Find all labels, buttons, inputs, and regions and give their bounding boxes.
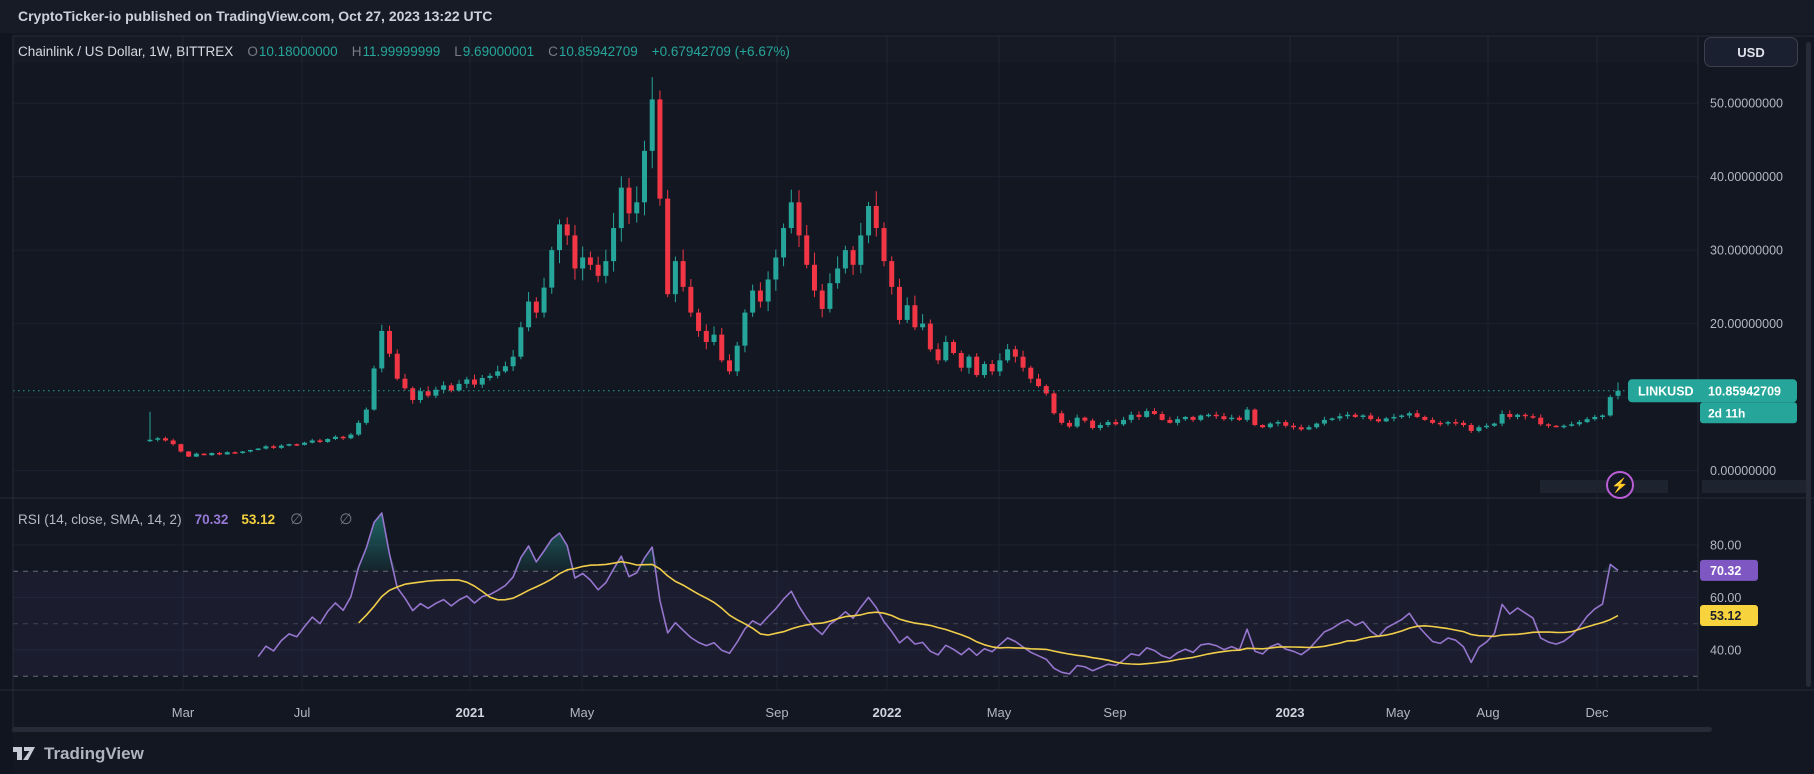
time-scale-label: 2021 xyxy=(456,705,485,720)
time-scale-label: Mar xyxy=(172,705,195,720)
ohlc-open: O 10.18000000 xyxy=(247,43,338,59)
time-scale-label: 2023 xyxy=(1276,705,1305,720)
rsi-scale-label: 60.00 xyxy=(1710,591,1741,605)
time-scale-label: May xyxy=(570,705,595,720)
time-scale-label: Aug xyxy=(1476,705,1499,720)
time-scale-label: May xyxy=(987,705,1012,720)
badge-price: 10.85942709 xyxy=(1708,384,1781,398)
symbol-title[interactable]: Chainlink / US Dollar, 1W, BITTREX xyxy=(18,43,234,59)
rsi-line xyxy=(257,512,1619,675)
pane-separator-strip-left[interactable] xyxy=(1540,480,1668,493)
badge-countdown: 2d 11h xyxy=(1708,406,1745,420)
price-scale[interactable]: 50.00000000 40.00000000 30.00000000 20.0000… xyxy=(1710,97,1783,479)
rsi-value-badges: 70.32 53.12 xyxy=(1700,559,1758,627)
time-scale-label: Jul xyxy=(294,705,311,720)
rsi-indicator-header: RSI (14, close, SMA, 14, 2) 70.32 53.12 … xyxy=(18,509,368,529)
last-price-badge[interactable]: LINKUSD 10.85942709 2d 11h xyxy=(1628,379,1797,424)
price-scale-label: 40.00000000 xyxy=(1710,170,1783,184)
price-scale-label: 30.00000000 xyxy=(1710,244,1783,258)
tradingview-logo[interactable]: TradingView xyxy=(12,742,144,766)
price-scale-label: 50.00000000 xyxy=(1710,97,1783,111)
candlestick-series[interactable] xyxy=(147,77,1621,457)
price-scale-label: 0.00000000 xyxy=(1710,464,1776,478)
price-scale-label: 20.00000000 xyxy=(1710,317,1783,331)
sma-badge-value: 53.12 xyxy=(1710,609,1741,623)
time-scale-label: Dec xyxy=(1585,705,1609,720)
rsi-badge-value: 70.32 xyxy=(1710,564,1741,578)
vertical-scrollbar[interactable] xyxy=(1806,42,1811,687)
left-gutter xyxy=(0,33,13,774)
rsi-current-value: 70.32 xyxy=(194,511,229,527)
time-scale-label: Sep xyxy=(765,705,788,720)
badge-ticker: LINKUSD xyxy=(1638,384,1694,398)
currency-toggle-button[interactable]: USD xyxy=(1704,37,1798,67)
price-change: +0.67942709 (+6.67%) xyxy=(651,43,790,59)
attribution-bar: CryptoTicker-io published on TradingView… xyxy=(0,0,1814,33)
time-scale-label: Sep xyxy=(1103,705,1126,720)
tradingview-logo-text: TradingView xyxy=(44,744,144,763)
rsi-sma-line xyxy=(358,560,1619,666)
attribution-text: CryptoTicker-io published on TradingView… xyxy=(18,8,493,24)
rsi-scale[interactable]: 80.00 60.00 40.00 xyxy=(1710,539,1741,658)
rsi-sma-current-value: 53.12 xyxy=(241,511,276,527)
rsi-scale-label: 40.00 xyxy=(1710,644,1741,658)
rsi-title[interactable]: RSI (14, close, SMA, 14, 2) xyxy=(18,511,182,527)
pane-separator-strip-right[interactable] xyxy=(1702,480,1806,493)
rsi-scale-label: 80.00 xyxy=(1710,539,1741,553)
rsi-overbought-fill xyxy=(258,513,1618,572)
symbol-legend: Chainlink / US Dollar, 1W, BITTREX O 10.1… xyxy=(18,40,790,62)
horizontal-scrollbar[interactable] xyxy=(12,727,1712,732)
ohlc-high: H 11.99999999 xyxy=(351,43,441,59)
ohlc-close: C 10.85942709 xyxy=(548,43,638,59)
time-scale-label: May xyxy=(1386,705,1411,720)
tradingview-logo-icon xyxy=(13,747,35,760)
lightning-icon[interactable]: ⚡ xyxy=(1606,471,1634,499)
time-scale[interactable]: Mar Jul 2021 May Sep 2022 May Sep 2023 May Aug Dec xyxy=(172,705,1609,720)
hidden-values-icon: ∅ ∅ xyxy=(290,511,369,528)
time-scale-label: 2022 xyxy=(873,705,902,720)
ohlc-low: L 9.69000001 xyxy=(454,43,535,59)
